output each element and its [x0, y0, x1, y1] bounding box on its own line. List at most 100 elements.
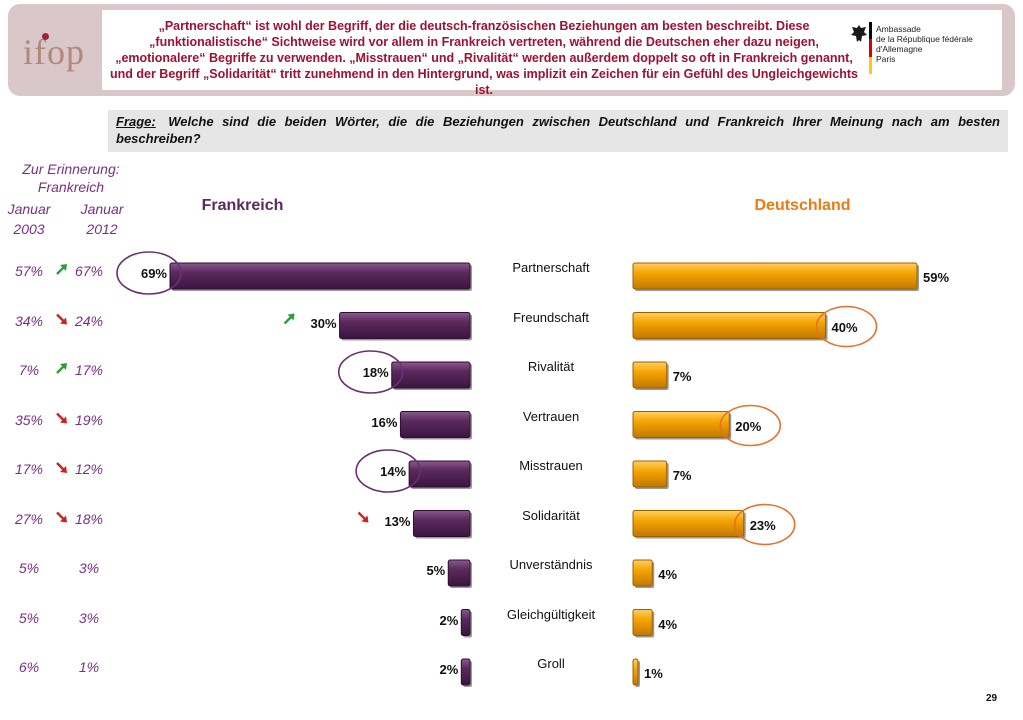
reminder-title: Zur Erinnerung: Frankreich	[22, 161, 120, 195]
embassy-line: de la République fédérale d'Allemagne	[876, 34, 973, 54]
reminder-col-year: 2003	[13, 221, 45, 237]
headline: „Partnerschaft“ ist wohl der Begriff, de…	[110, 19, 858, 97]
reminder-2012-value: 19%	[74, 411, 104, 428]
question-label: Frage:	[116, 114, 156, 129]
trend-down-icon	[56, 511, 67, 523]
trend-up-icon	[56, 363, 67, 374]
highlight-circle	[733, 503, 796, 546]
question-text: Welche sind die beiden Wörter, die die B…	[116, 114, 1000, 146]
reminder-2003-value: 57%	[14, 263, 44, 279]
frankreich-value-label: 14%	[380, 464, 407, 479]
ifop-logo-dot	[42, 33, 49, 40]
reminder-col-2003: Januar 2003	[4, 199, 54, 239]
category-label: Gleichgültigkeit	[506, 606, 596, 622]
trend-down-icon	[56, 462, 67, 473]
ifop-logo: ifop	[23, 32, 85, 72]
reminder-2012-value: 3%	[78, 609, 100, 626]
frankreich-value-label: 30%	[310, 315, 337, 331]
category-label: Partnerschaft	[512, 260, 590, 275]
deutschland-value-label: 4%	[658, 567, 678, 582]
reminder-2003-value: 17%	[14, 461, 44, 477]
german-eagle-icon	[851, 25, 867, 42]
reminder-2012-value: 12%	[74, 461, 104, 477]
reminder-col-label: Januar	[7, 201, 51, 217]
deutschland-bar	[632, 460, 668, 488]
trend-down-icon	[56, 412, 67, 424]
reminder-2012-value: 1%	[78, 659, 100, 675]
category-label: Misstrauen	[519, 458, 583, 473]
reminder-2003-value: 34%	[14, 312, 44, 329]
category-label: Groll	[537, 656, 565, 671]
deutschland-value-label: 20%	[735, 418, 762, 434]
frankreich-bar	[408, 460, 471, 488]
highlight-circle	[337, 350, 404, 394]
frankreich-header: Frankreich	[166, 188, 319, 225]
frankreich-bar	[447, 559, 471, 587]
header-panel	[102, 10, 1002, 90]
trend-down-icon	[357, 511, 369, 523]
trend-down-icon	[56, 313, 67, 325]
reminder-2003-value: 5%	[18, 609, 40, 626]
reminder-2003-value: 27%	[14, 510, 44, 527]
deutschland-bar	[632, 312, 827, 339]
frankreich-value-label: 2%	[439, 662, 459, 677]
frankreich-value-label: 18%	[362, 365, 389, 380]
deutschland-bar	[632, 559, 653, 587]
deutschland-bar	[632, 411, 730, 438]
question-box: Frage: Welche sind die beiden Wörter, di…	[108, 110, 1008, 152]
deutschland-bar	[632, 361, 668, 389]
deutschland-bar	[632, 262, 918, 290]
deutschland-value-label: 23%	[749, 517, 776, 533]
frankreich-value-label: 13%	[384, 513, 411, 529]
embassy-line: Paris	[876, 54, 896, 64]
reminder-2012-value: 17%	[74, 362, 104, 378]
frankreich-bar	[460, 658, 471, 686]
reminder-2003-value: 5%	[18, 560, 40, 576]
deutschland-value-label: 7%	[672, 468, 692, 483]
reminder-2012-value: 3%	[78, 560, 100, 576]
reminder-2012-value: 18%	[74, 510, 104, 527]
frankreich-value-label: 5%	[426, 563, 446, 578]
category-label: Rivalität	[527, 359, 575, 374]
reminder-2012-value: 24%	[74, 312, 104, 329]
frankreich-bar	[339, 312, 471, 339]
trend-up-icon	[56, 264, 67, 275]
deutschland-value-label: 4%	[658, 616, 678, 632]
deutschland-bar	[632, 658, 639, 686]
category-label: Unverständnis	[509, 557, 593, 572]
embassy-line: Ambassade	[876, 24, 921, 34]
category-label: Freundschaft	[513, 309, 589, 325]
german-flag-stripe	[869, 22, 872, 74]
highlight-circle	[719, 404, 782, 447]
frankreich-bar	[169, 262, 471, 290]
frankreich-bar	[391, 361, 471, 389]
frankreich-bar	[460, 609, 471, 636]
highlight-circle	[116, 251, 182, 295]
deutschland-header: Deutschland	[725, 188, 880, 225]
category-label: Solidarität	[522, 507, 580, 523]
category-label: Vertrauen	[522, 408, 580, 424]
reminder-2012-value: 67%	[74, 263, 104, 279]
deutschland-bar	[632, 609, 653, 636]
embassy-label: Ambassade de la République fédérale d'Al…	[876, 24, 1010, 64]
frankreich-value-label: 69%	[140, 266, 167, 281]
reminder-2003-value: 6%	[18, 659, 40, 675]
page-number: 29	[986, 693, 998, 704]
deutschland-value-label: 7%	[672, 369, 692, 384]
trend-up-icon	[283, 313, 295, 325]
deutschland-value-label: 59%	[923, 270, 950, 285]
frankreich-bar	[412, 510, 471, 537]
frankreich-bar	[399, 411, 471, 438]
reminder-col-label: Januar	[80, 201, 124, 217]
frankreich-value-label: 2%	[439, 612, 459, 628]
reminder-col-2012: Januar 2012	[74, 199, 130, 239]
reminder-col-year: 2012	[86, 221, 118, 237]
deutschland-bar	[632, 510, 745, 537]
deutschland-value-label: 40%	[831, 319, 858, 335]
highlight-circle	[815, 305, 878, 348]
deutschland-value-label: 1%	[644, 666, 663, 681]
reminder-2003-value: 7%	[18, 362, 40, 378]
highlight-circle	[355, 449, 421, 493]
